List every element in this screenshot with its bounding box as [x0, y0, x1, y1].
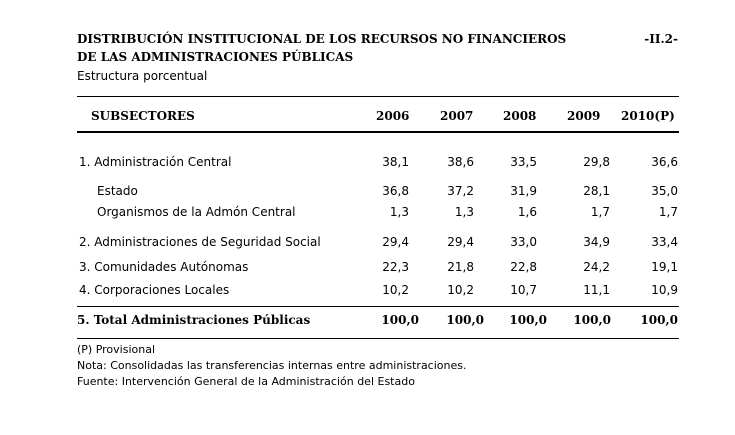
footnote-provisional: (P) Provisional: [77, 343, 156, 356]
cell-value: 22,8: [510, 260, 537, 274]
cell-value: 33,0: [510, 235, 537, 249]
cell-value: 29,8: [583, 155, 610, 169]
cell-value: 37,2: [447, 184, 474, 198]
row-label: 2. Administraciones de Seguridad Social: [79, 235, 321, 249]
cell-value: 34,9: [583, 235, 610, 249]
row-label: 1. Administración Central: [79, 155, 232, 169]
header-2009: 2009: [567, 109, 601, 123]
cell-value: 22,3: [382, 260, 409, 274]
total-cell-value: 100,0: [509, 313, 547, 327]
header-rule: [77, 131, 679, 133]
bottom-rule: [77, 338, 679, 339]
table-subtitle: Estructura porcentual: [77, 69, 208, 83]
cell-value: 10,9: [651, 283, 678, 297]
cell-value: 29,4: [447, 235, 474, 249]
total-cell-value: 100,0: [640, 313, 678, 327]
cell-value: 31,9: [510, 184, 537, 198]
title-line-1: DISTRIBUCIÓN INSTITUCIONAL DE LOS RECURS…: [77, 32, 567, 46]
header-2007: 2007: [440, 109, 474, 123]
cell-value: 10,2: [447, 283, 474, 297]
cell-value: 36,6: [651, 155, 678, 169]
cell-value: 33,4: [651, 235, 678, 249]
row-label: 4. Corporaciones Locales: [79, 283, 230, 297]
cell-value: 36,8: [382, 184, 409, 198]
cell-value: 38,6: [447, 155, 474, 169]
footnote-fuente: Fuente: Intervención General de la Admin…: [77, 375, 415, 388]
row-label: 3. Comunidades Autónomas: [79, 260, 249, 274]
table-title: DISTRIBUCIÓN INSTITUCIONAL DE LOS RECURS…: [77, 30, 566, 66]
cell-value: 24,2: [583, 260, 610, 274]
cell-value: 21,8: [447, 260, 474, 274]
cell-value: 33,5: [510, 155, 537, 169]
header-2008: 2008: [503, 109, 537, 123]
header-subsectores: SUBSECTORES: [91, 109, 195, 123]
table-code: -II.2-: [644, 32, 678, 46]
total-cell-value: 100,0: [446, 313, 484, 327]
cell-value: 1,3: [454, 205, 474, 219]
cell-value: 35,0: [651, 184, 678, 198]
cell-value: 10,7: [510, 283, 537, 297]
cell-value: 29,4: [382, 235, 409, 249]
title-line-2: DE LAS ADMINISTRACIONES PÚBLICAS: [77, 50, 354, 64]
cell-value: 28,1: [583, 184, 610, 198]
total-top-rule: [77, 306, 679, 307]
footnotes: (P) Provisional Nota: Consolidadas las t…: [77, 342, 467, 390]
cell-value: 1,7: [658, 205, 678, 219]
cell-value: 19,1: [651, 260, 678, 274]
cell-value: 1,6: [517, 205, 537, 219]
header-2010: 2010(P): [621, 109, 675, 123]
header-2006: 2006: [376, 109, 410, 123]
row-label: Organismos de la Admón Central: [97, 205, 296, 219]
cell-value: 11,1: [583, 283, 610, 297]
top-rule: [77, 96, 679, 97]
total-cell-value: 100,0: [381, 313, 419, 327]
cell-value: 38,1: [382, 155, 409, 169]
total-cell-value: 100,0: [573, 313, 611, 327]
footnote-nota: Nota: Consolidadas las transferencias in…: [77, 359, 467, 372]
cell-value: 1,7: [590, 205, 610, 219]
row-label: Estado: [97, 184, 138, 198]
cell-value: 10,2: [382, 283, 409, 297]
total-row-label: 5. Total Administraciones Públicas: [77, 313, 311, 327]
cell-value: 1,3: [389, 205, 409, 219]
